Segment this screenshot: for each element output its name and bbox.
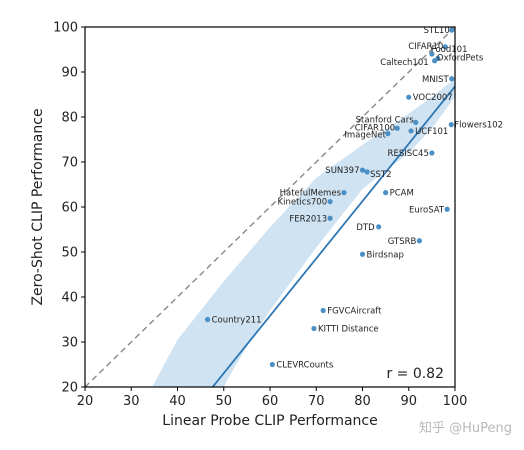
x-axis-title: Linear Probe CLIP Performance <box>162 413 377 429</box>
point-label-kinetics700: Kinetics700 <box>278 198 328 208</box>
point-resisc45 <box>429 150 435 156</box>
confidence-band-layer <box>152 78 455 387</box>
point-label-kitti-distance: KITTI Distance <box>318 325 379 335</box>
point-label-stanford-cars: Stanford Cars <box>356 115 415 125</box>
point-label-caltech101: Caltech101 <box>380 58 428 68</box>
point-label-resisc45: RESISC45 <box>388 149 429 159</box>
x-tick-label: 100 <box>443 394 468 409</box>
point-label-cifar10: CIFAR10 <box>408 42 443 52</box>
point-label-food101: Food101 <box>431 45 468 55</box>
point-label-pcam: PCAM <box>390 189 414 199</box>
point-caltech101 <box>432 58 438 64</box>
y-axis-ticks: 20 30 40 50 60 70 80 90 100 <box>53 21 85 396</box>
watermark-text: 知乎 @HuPeng <box>419 420 512 436</box>
x-tick-label: 80 <box>354 394 371 409</box>
x-tick-label: 30 <box>123 394 140 409</box>
point-label-gtsrb: GTSRB <box>388 237 417 247</box>
point-sst2 <box>364 169 370 175</box>
y-tick-label: 20 <box>61 381 78 396</box>
fit-line-layer <box>211 85 455 387</box>
point-imagenet <box>385 131 391 137</box>
point-pcam <box>383 190 389 196</box>
point-kinetics700 <box>327 199 333 205</box>
x-tick-label: 40 <box>169 394 186 409</box>
y-tick-label: 90 <box>61 66 78 81</box>
point-sun397 <box>359 167 366 173</box>
point-label-fgvcaircraft: FGVCAircraft <box>327 307 382 317</box>
point-label-country211: Country211 <box>212 316 262 326</box>
point-label-sun397: SUN397 <box>325 166 359 176</box>
y-tick-label: 50 <box>61 246 78 261</box>
point-label-imagenet: ImageNet <box>344 131 386 141</box>
plot-frame <box>84 26 456 388</box>
point-fgvcaircraft <box>320 307 326 314</box>
x-tick-label: 90 <box>400 394 417 409</box>
y-tick-label: 60 <box>61 201 78 216</box>
point-birdsnap <box>359 251 366 257</box>
confidence-band <box>152 78 455 387</box>
point-label-flowers102: Flowers102 <box>454 121 503 131</box>
point-stanford-cars <box>413 119 419 125</box>
point-cifar100 <box>394 125 400 131</box>
point-gtsrb <box>416 238 422 244</box>
point-label-sst2: SST2 <box>370 170 391 180</box>
point-label-stl10: STL10 <box>424 26 450 36</box>
point-label-oxfordpets: OxfordPets <box>437 54 484 64</box>
point-fer2013 <box>327 215 333 221</box>
point-label-hatefulmemes: HatefulMemes <box>280 189 342 199</box>
point-label-mnist: MNIST <box>422 75 450 85</box>
y-tick-label: 80 <box>61 111 78 126</box>
x-tick-label: 70 <box>308 394 325 409</box>
point-eurosat <box>444 206 450 212</box>
y-tick-label: 100 <box>53 21 78 36</box>
point-clevrcounts <box>269 361 275 368</box>
x-axis-ticks: 20 30 40 50 60 70 80 90 100 <box>77 387 468 409</box>
x-tick-label: 50 <box>215 394 232 409</box>
point-ucf101 <box>408 128 414 134</box>
point-label-birdsnap: Birdsnap <box>367 250 404 260</box>
point-label-clevrcounts: CLEVRCounts <box>276 361 334 371</box>
point-country211 <box>204 316 211 323</box>
y-tick-label: 30 <box>61 336 78 351</box>
point-label-fer2013: FER2013 <box>289 214 327 224</box>
points-layer <box>204 27 455 368</box>
point-label-ucf101: UCF101 <box>415 127 448 137</box>
reference-line <box>84 26 456 388</box>
point-food101 <box>429 51 435 57</box>
point-label-voc2007: VOC2007 <box>413 93 453 103</box>
point-label-eurosat: EuroSAT <box>409 205 445 215</box>
point-label-cifar100: CIFAR100 <box>355 123 396 133</box>
x-tick-label: 60 <box>262 394 279 409</box>
reference-line-layer <box>84 26 456 388</box>
point-mnist <box>449 76 455 82</box>
fit-line <box>211 85 455 387</box>
y-tick-label: 70 <box>61 156 78 171</box>
point-stl10 <box>449 27 455 33</box>
point-flowers102 <box>448 122 454 128</box>
correlation-annotation: r = 0.82 <box>386 366 444 382</box>
point-dtd <box>376 224 382 230</box>
y-axis-title: Zero-Shot CLIP Performance <box>30 108 46 305</box>
point-cifar10 <box>442 44 448 50</box>
point-voc2007 <box>406 94 412 100</box>
y-tick-label: 40 <box>61 291 78 306</box>
point-hatefulmemes <box>341 190 347 196</box>
point-label-dtd: DTD <box>356 223 375 233</box>
point-kitti-distance <box>311 325 317 332</box>
x-tick-label: 20 <box>77 394 94 409</box>
